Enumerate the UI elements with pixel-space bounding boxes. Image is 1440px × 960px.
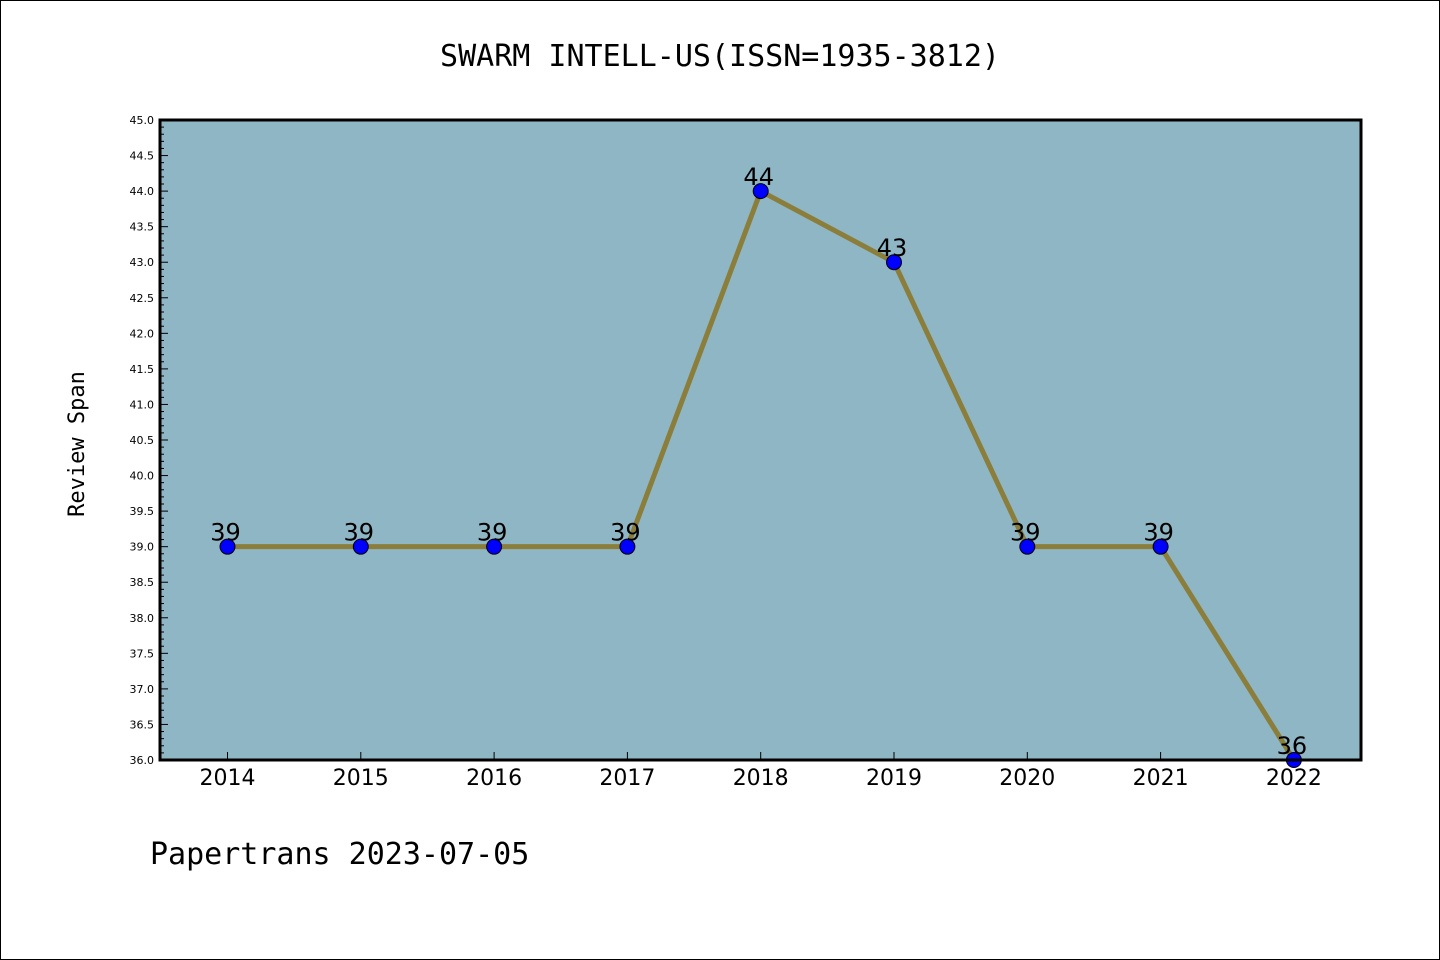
chart-title: SWARM INTELL-US(ISSN=1935-3812)	[440, 39, 1000, 74]
y-tick-label: 41.5	[130, 363, 155, 376]
data-label: 44	[743, 163, 774, 191]
y-tick-label: 40.5	[130, 434, 155, 447]
y-tick-label: 43.0	[130, 256, 155, 269]
plot-border	[158, 118, 1363, 762]
y-tick-label: 44.5	[130, 150, 155, 163]
y-tick-label: 45.0	[130, 114, 155, 127]
footer-text: Papertrans 2023-07-05	[150, 837, 529, 872]
data-point	[1019, 538, 1036, 555]
data-label: 39	[344, 519, 375, 547]
x-tick-label: 2021	[1133, 766, 1189, 791]
y-tick-label: 37.0	[130, 683, 155, 696]
data-label: 39	[210, 519, 241, 547]
y-tick-label: 36.5	[130, 718, 155, 731]
y-tick-label: 42.5	[130, 292, 155, 305]
y-tick-label: 43.5	[130, 221, 155, 234]
x-axis: 2014 2015 2016 2017 2018 2019 2020 2021 2022	[200, 752, 1322, 791]
plot-area	[160, 120, 1361, 760]
x-tick-label: 2020	[999, 766, 1055, 791]
data-labels: 39 39 39 39 44 43 39 39 36	[210, 163, 1307, 760]
data-label: 39	[1143, 519, 1174, 547]
x-tick-label: 2018	[733, 766, 789, 791]
data-label: 39	[1010, 519, 1041, 547]
x-tick-label: 2014	[200, 766, 256, 791]
y-tick-label: 38.5	[130, 576, 155, 589]
series-points	[219, 183, 1302, 768]
data-label: 39	[477, 519, 508, 547]
y-tick-label: 42.0	[130, 327, 155, 340]
data-point	[352, 538, 369, 555]
y-tick-label: 37.5	[130, 647, 155, 660]
data-point	[1152, 538, 1169, 555]
y-tick-label: 39.5	[130, 505, 155, 518]
y-tick-label: 36.0	[130, 754, 155, 767]
x-tick-label: 2015	[333, 766, 389, 791]
data-point	[219, 538, 236, 555]
data-point	[886, 254, 902, 271]
x-tick-label: 2017	[599, 766, 655, 791]
x-tick-label: 2019	[866, 766, 922, 791]
y-tick-label: 44.0	[130, 185, 155, 198]
data-point	[619, 538, 636, 555]
y-axis-label: Review Span	[65, 371, 90, 517]
y-tick-label: 39.0	[130, 541, 155, 554]
data-point	[486, 538, 503, 555]
y-axis: 36.0 36.5 37.0 37.5 38.0 38.5 39.0 39.5 40.0 40.5…	[130, 114, 168, 767]
y-tick-label: 40.0	[130, 470, 155, 483]
y-tick-label: 38.0	[130, 612, 155, 625]
y-tick-label: 41.0	[130, 398, 155, 411]
data-label: 36	[1277, 732, 1308, 760]
x-tick-label: 2016	[466, 766, 522, 791]
x-tick-label: 2022	[1266, 766, 1322, 791]
data-label: 43	[877, 234, 908, 262]
data-point	[752, 183, 769, 200]
data-label: 39	[610, 519, 641, 547]
